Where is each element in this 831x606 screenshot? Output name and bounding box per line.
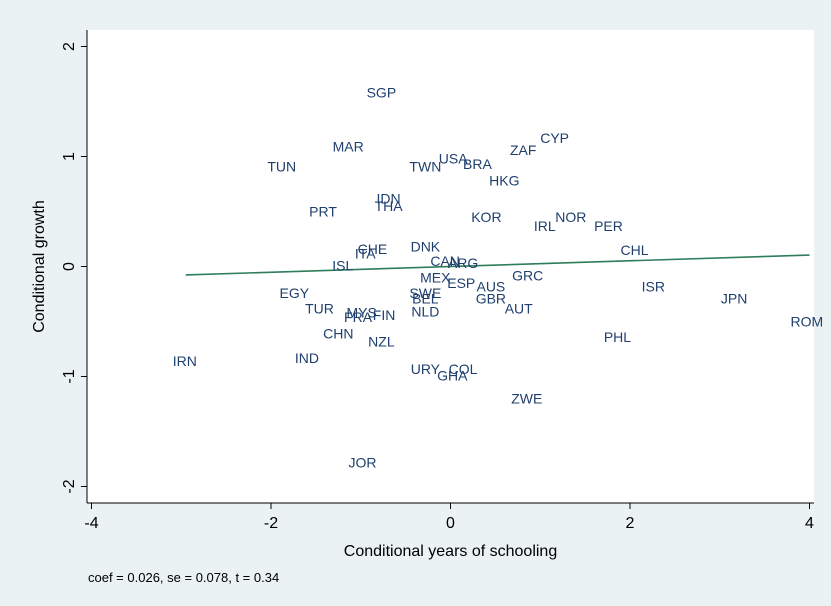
point-label-fin: FIN xyxy=(373,307,396,323)
point-label-per: PER xyxy=(594,218,623,234)
point-label-fra: FRA xyxy=(344,309,373,325)
point-label-gbr: GBR xyxy=(476,290,506,306)
point-label-cyp: CYP xyxy=(540,130,569,146)
point-label-ind: IND xyxy=(295,350,319,366)
point-label-gha: GHA xyxy=(437,367,468,383)
point-label-can: CAN xyxy=(430,253,460,269)
point-label-rom: ROM xyxy=(790,314,823,330)
point-label-egy: EGY xyxy=(280,285,310,301)
point-label-zaf: ZAF xyxy=(510,142,536,158)
y-tick-label: 0 xyxy=(61,262,78,271)
y-tick-label: -1 xyxy=(61,369,78,383)
fit-line xyxy=(185,254,810,276)
point-label-bra: BRA xyxy=(463,156,492,172)
y-tick-label: 1 xyxy=(61,152,78,161)
point-label-aut: AUT xyxy=(505,300,533,316)
y-axis-ticks: -2 -1 0 1 2 xyxy=(61,42,87,494)
point-label-phl: PHL xyxy=(604,329,631,345)
point-label-che: CHE xyxy=(358,241,388,257)
point-label-irl: IRL xyxy=(534,218,556,234)
x-tick-label: 2 xyxy=(626,515,635,532)
point-label-grc: GRC xyxy=(512,267,543,283)
regression-note: coef = 0.026, se = 0.078, t = 0.34 xyxy=(88,570,279,585)
x-axis-ticks: -4 -2 0 2 4 xyxy=(84,503,814,532)
x-tick-label: 0 xyxy=(446,515,455,532)
x-axis-label: Conditional years of schooling xyxy=(344,543,557,560)
point-label-esp: ESP xyxy=(447,275,475,291)
point-label-dnk: DNK xyxy=(411,239,441,255)
point-label-nld: NLD xyxy=(411,304,439,320)
point-label-mys: MYS xyxy=(346,305,376,321)
point-label-tur: TUR xyxy=(305,300,334,316)
point-label-ury: URY xyxy=(411,361,441,377)
point-label-nor: NOR xyxy=(555,209,586,225)
point-label-isl: ISL xyxy=(332,257,353,273)
point-label-kor: KOR xyxy=(471,209,501,225)
y-tick-label: 2 xyxy=(61,42,78,51)
y-axis-label: Conditional growth xyxy=(31,200,48,333)
point-label-hkg: HKG xyxy=(489,173,519,189)
point-label-twn: TWN xyxy=(409,158,441,174)
point-label-irn: IRN xyxy=(173,353,197,369)
point-label-sgp: SGP xyxy=(367,85,397,101)
x-tick-label: 4 xyxy=(805,515,814,532)
x-tick-label: -2 xyxy=(264,515,278,532)
point-label-jor: JOR xyxy=(349,454,377,470)
point-label-jpn: JPN xyxy=(721,290,747,306)
point-label-aus: AUS xyxy=(476,278,505,294)
point-label-isr: ISR xyxy=(642,278,665,294)
point-label-ita: ITA xyxy=(355,245,376,261)
point-label-prt: PRT xyxy=(309,204,337,220)
y-tick-label: -2 xyxy=(61,479,78,493)
x-tick-label: -4 xyxy=(84,515,98,532)
point-label-mar: MAR xyxy=(333,139,364,155)
point-label-bel: BEL xyxy=(412,290,439,306)
point-label-zwe: ZWE xyxy=(511,391,542,407)
point-label-chn: CHN xyxy=(323,326,353,342)
point-label-tun: TUN xyxy=(267,158,296,174)
point-label-col: COL xyxy=(449,361,478,377)
point-label-mex: MEX xyxy=(420,270,451,286)
point-label-nzl: NZL xyxy=(368,333,395,349)
point-label-swe: SWE xyxy=(409,285,441,301)
point-label-tha: THA xyxy=(375,198,404,214)
point-label-chl: CHL xyxy=(620,242,648,258)
point-label-arg: ARG xyxy=(448,255,478,271)
point-label-usa: USA xyxy=(439,151,468,167)
point-label-idn: IDN xyxy=(377,190,401,206)
